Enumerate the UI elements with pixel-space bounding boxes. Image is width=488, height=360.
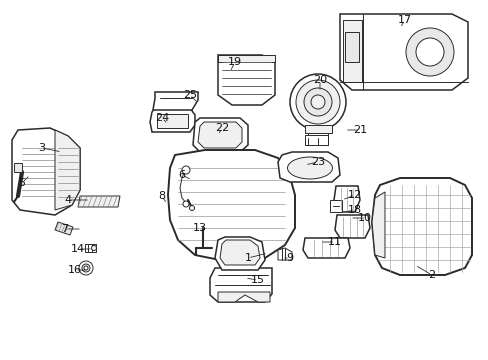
Polygon shape [303,238,349,258]
Text: 14: 14 [71,244,85,254]
Circle shape [310,95,325,109]
Text: 20: 20 [312,75,326,85]
Polygon shape [55,130,80,210]
Circle shape [189,206,194,211]
Text: 13: 13 [193,223,206,233]
Polygon shape [12,128,80,215]
Text: 18: 18 [347,205,361,215]
Polygon shape [342,20,361,82]
Text: 23: 23 [310,157,325,167]
Polygon shape [14,163,22,172]
Text: 1: 1 [244,253,251,263]
Bar [345,32,358,62]
Polygon shape [168,150,294,262]
Text: 10: 10 [357,213,371,223]
Circle shape [295,80,339,124]
Circle shape [289,74,346,130]
Polygon shape [157,114,187,128]
Polygon shape [85,244,96,252]
Polygon shape [371,178,471,275]
Circle shape [182,166,190,174]
Text: 9: 9 [286,253,293,263]
Text: 21: 21 [352,125,366,135]
Text: 16: 16 [68,265,82,275]
Text: 22: 22 [214,123,229,133]
Circle shape [405,28,453,76]
Text: 6: 6 [178,170,185,180]
Polygon shape [55,222,73,235]
Text: 3: 3 [39,143,45,153]
Text: 19: 19 [227,57,242,67]
Text: 12: 12 [347,190,361,200]
Polygon shape [329,200,341,212]
Polygon shape [218,292,269,302]
Polygon shape [371,192,384,258]
Polygon shape [334,215,369,238]
Polygon shape [218,55,274,62]
Text: 8: 8 [158,191,165,201]
Circle shape [82,264,90,272]
Text: 2: 2 [427,270,435,280]
Polygon shape [305,125,331,133]
Polygon shape [339,14,467,90]
Polygon shape [193,118,247,152]
Polygon shape [218,55,274,105]
Text: 15: 15 [250,275,264,285]
Polygon shape [153,92,198,110]
Polygon shape [209,268,271,302]
Text: 5: 5 [19,178,25,188]
Text: 17: 17 [397,15,411,25]
Text: 25: 25 [183,90,197,100]
Polygon shape [220,240,260,265]
Polygon shape [305,135,327,145]
Polygon shape [215,237,264,270]
Circle shape [79,261,93,275]
Polygon shape [78,196,120,207]
Polygon shape [198,122,242,148]
Polygon shape [333,186,359,212]
Circle shape [183,201,189,207]
Circle shape [91,246,96,251]
Circle shape [415,38,443,66]
Text: 11: 11 [327,237,341,247]
Circle shape [304,88,331,116]
Polygon shape [278,248,291,260]
Circle shape [84,266,88,270]
Text: 24: 24 [155,113,169,123]
Ellipse shape [287,157,332,179]
Text: 4: 4 [64,195,71,205]
Polygon shape [278,152,339,182]
Text: 7: 7 [61,224,68,234]
Polygon shape [150,108,195,132]
